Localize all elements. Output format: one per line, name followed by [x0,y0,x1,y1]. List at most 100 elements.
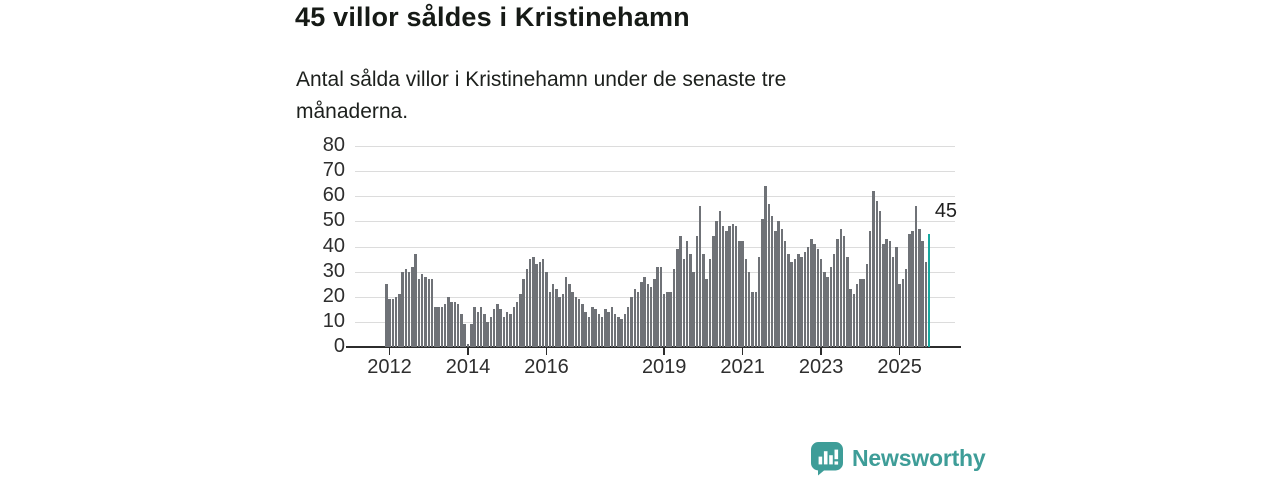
bar [528,259,532,347]
y-axis-label: 20 [322,284,345,307]
gridline-y60 [355,196,955,198]
bar [538,261,542,347]
bar [653,279,656,347]
bar [502,316,506,347]
bar [440,306,444,347]
chart-subtitle-line2: månaderna. [296,100,409,123]
bar [456,304,460,347]
bar [662,294,666,347]
bar [630,296,633,347]
bar [911,231,914,347]
bar [738,241,741,347]
bar [581,304,584,347]
bar [427,279,430,347]
x-axis-label: 2014 [445,356,491,378]
bar [823,271,826,347]
bar [774,231,777,347]
bar [885,238,888,347]
bar [643,276,646,347]
bar [626,306,630,347]
bar [610,306,614,347]
bar [754,291,757,347]
bar [898,284,901,347]
bar [770,216,774,347]
x-axis-label: 2012 [367,356,412,378]
bar [571,291,574,347]
bar [803,251,807,347]
bar [721,226,725,347]
chart-title: 45 villor såldes i Kristinehamn [295,2,690,32]
bar [698,206,702,347]
bar [846,256,849,347]
bar [692,271,695,347]
bar [744,259,748,347]
bar [816,249,820,347]
bar [591,306,594,347]
bar [715,221,718,347]
bar [819,259,823,347]
bar [545,271,548,347]
bar [558,296,561,347]
bar [875,201,878,347]
bar [669,291,672,347]
bar [649,286,653,347]
bar [512,306,516,347]
bar [646,284,650,347]
x-axis-label: 2016 [524,356,569,378]
x-axis-label: 2023 [798,356,844,378]
bar [918,228,921,347]
bar [793,259,797,347]
x-axis-tick [898,348,901,355]
y-axis-label: 80 [322,134,345,156]
bar [424,276,427,347]
bar [617,316,620,347]
bar [895,246,898,347]
bar [483,314,486,347]
bar [676,249,679,347]
bar [705,279,708,347]
newsworthy-brand-name: Newsworthy [852,445,986,471]
bar [447,296,450,347]
bar [460,314,463,347]
x-axis-label: 2019 [641,356,687,378]
y-axis-label: 50 [322,209,345,232]
x-axis-tick [467,348,469,355]
bar [862,279,865,347]
bar [728,226,731,347]
bar [921,241,924,347]
bar [682,259,686,347]
bar [679,236,682,347]
bar [401,271,404,347]
x-axis-tick [388,348,391,355]
bar [761,218,764,347]
chart-subtitle-line1: Antal sålda villor i Kristinehamn under … [296,68,787,91]
bar [443,304,447,347]
gridline-y70 [355,171,955,173]
bar [797,254,800,347]
bar [708,259,712,347]
x-axis-tick [741,348,744,355]
y-axis-label: 70 [322,159,345,182]
bar [522,279,525,347]
bar [414,254,417,347]
bar-chart: 0 10 20 30 40 50 60 70 80 2012 2014 2016 2019 2021 202… [322,134,961,378]
bar [584,311,587,347]
bar [901,279,905,347]
bar [718,211,722,347]
bar [859,279,862,347]
bar [666,291,669,347]
bar [640,281,643,347]
bar [486,321,489,347]
bar [914,206,918,347]
bar [689,254,692,347]
bar [813,243,816,347]
bar [398,294,401,347]
x-axis-label: 2025 [877,356,922,378]
bar [656,266,659,347]
bar [597,314,601,347]
bar [734,226,738,347]
bar [466,344,470,347]
bar [604,309,607,347]
bar [555,289,558,347]
